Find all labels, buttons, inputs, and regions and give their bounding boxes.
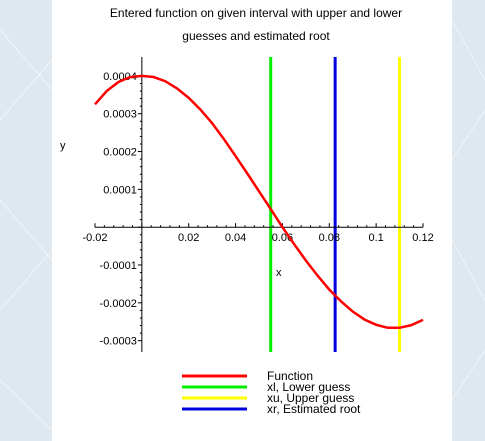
legend-label-xu: xu, Upper guess	[267, 391, 354, 405]
chart-panel	[52, 0, 452, 441]
x-tick-label: 0.02	[178, 232, 199, 244]
y-axis-label: y	[60, 140, 66, 152]
x-tick-label: 0.1	[368, 232, 383, 244]
axes: -0.02 0.02 0.04 0.06 0.08 0.1 0.120.00040.0003…	[82, 57, 434, 352]
x-tick-label: 0.08	[319, 232, 340, 244]
chart-title-line-2: guesses and estimated root	[182, 29, 330, 43]
y-tick-label: 0.0003	[103, 109, 137, 121]
legend-label-xr: xr, Estimated root	[267, 402, 361, 416]
legend-label-function: Function	[267, 369, 313, 383]
x-tick-label: 0.12	[412, 232, 433, 244]
y-tick-label: 0.0004	[103, 71, 137, 83]
guess-lines	[269, 57, 402, 352]
x-tick-label: 0.04	[225, 232, 246, 244]
y-tick-label: 0.0001	[103, 184, 137, 196]
y-tick-label: -0.0002	[100, 298, 137, 310]
y-tick-label: -0.0003	[100, 336, 137, 348]
x-tick-label: -0.02	[82, 232, 107, 244]
legend-label-xl: xl, Lower guess	[267, 380, 350, 394]
x-axis-label: x	[276, 267, 282, 279]
function-curve	[94, 74, 424, 330]
y-tick-label: -0.0001	[100, 260, 137, 272]
chart-title-line-1: Entered function on given interval with …	[110, 6, 402, 20]
function-curve-layer	[94, 74, 424, 330]
y-tick-label: 0.0002	[103, 147, 137, 159]
